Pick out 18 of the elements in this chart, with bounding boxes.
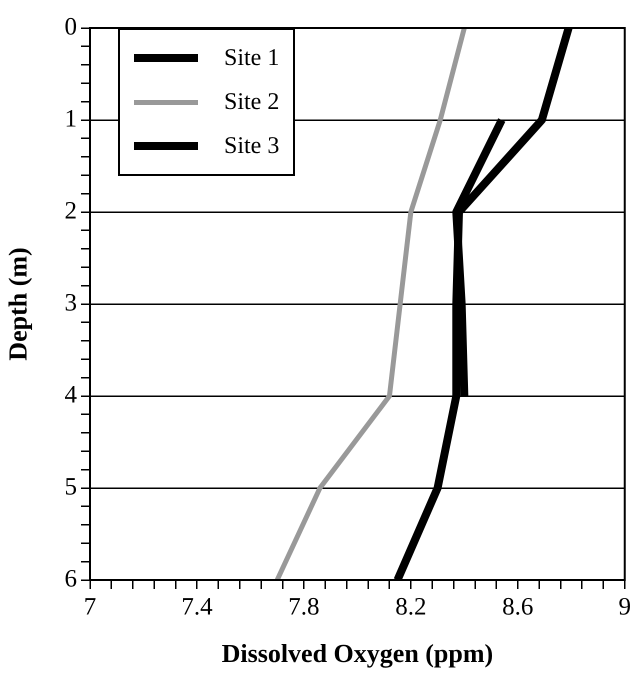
x-tick-label: 7.4	[181, 594, 214, 621]
x-tick-label: 8.2	[395, 594, 426, 621]
legend-label: Site 2	[224, 88, 280, 116]
y-axis-title: Depth (m)	[3, 247, 32, 361]
legend-label: Site 1	[224, 44, 280, 72]
y-tick-label: 2	[64, 198, 77, 225]
x-tick-label: 9	[618, 594, 631, 621]
x-tick-label: 7.8	[288, 594, 320, 621]
x-tick-label: 7	[84, 594, 96, 621]
x-tick-label: 8.6	[502, 594, 534, 621]
y-tick-label: 0	[64, 14, 77, 41]
y-tick-label: 1	[64, 106, 77, 133]
y-tick-label: 3	[64, 290, 77, 317]
y-tick-label: 5	[64, 474, 77, 501]
legend-label: Site 3	[224, 132, 280, 160]
x-axis-title: Dissolved Oxygen (ppm)	[222, 639, 494, 668]
y-tick-label: 6	[64, 566, 77, 593]
y-tick-label: 4	[64, 382, 78, 409]
